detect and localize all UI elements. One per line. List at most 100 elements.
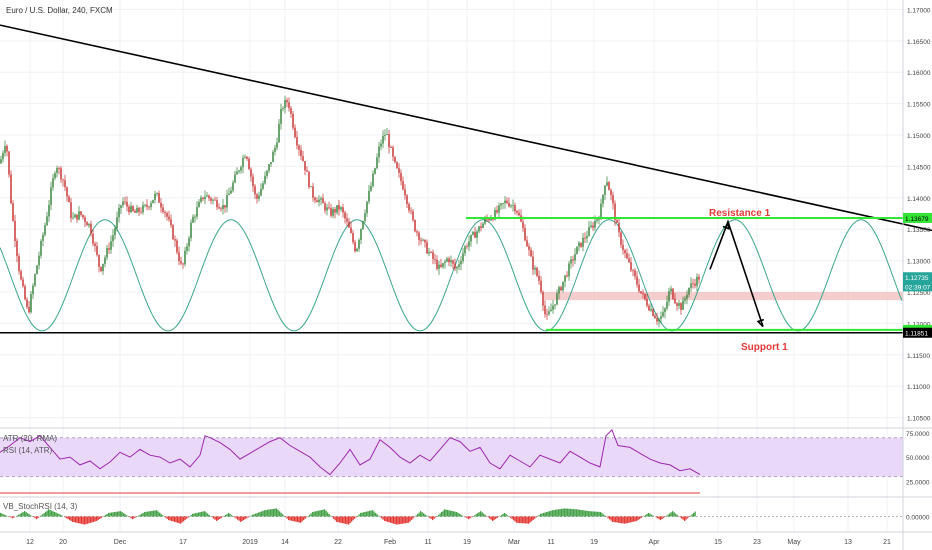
- stoch-bar: [85, 516, 87, 525]
- candle-body: [602, 194, 604, 204]
- candle-body: [430, 252, 432, 253]
- stoch-bar: [633, 516, 635, 522]
- candle-body: [532, 256, 534, 270]
- stoch-bar: [231, 515, 233, 517]
- candle-body: [500, 203, 502, 206]
- stoch-bar: [462, 515, 464, 517]
- candle-body: [210, 198, 212, 201]
- candle-body: [380, 143, 382, 147]
- candle-body: [534, 267, 536, 270]
- stoch-bar: [0, 512, 2, 517]
- candle-body: [140, 211, 142, 213]
- candle-body: [234, 174, 236, 183]
- candle-body: [466, 246, 468, 248]
- stoch-bar: [279, 511, 281, 517]
- candle-body: [146, 204, 148, 207]
- candle-body: [426, 242, 428, 254]
- candle-body: [6, 146, 8, 152]
- stoch-bar: [300, 516, 302, 523]
- stoch-bar: [10, 516, 12, 518]
- stoch-bar: [244, 516, 246, 520]
- candle-body: [368, 190, 370, 202]
- candle-body: [472, 231, 474, 235]
- candle-body: [10, 174, 12, 204]
- stoch-bar: [553, 509, 555, 517]
- stoch-bar: [402, 516, 404, 524]
- time-tick-label: 19: [463, 539, 471, 546]
- price-tick-label: 1.11000: [907, 384, 930, 391]
- stoch-bar: [139, 514, 141, 517]
- stoch-bar: [640, 516, 642, 518]
- stoch-bar: [48, 509, 50, 517]
- candle-body: [424, 239, 426, 243]
- candle-body: [298, 145, 300, 150]
- stoch-bar: [594, 511, 596, 517]
- candle-body: [328, 207, 330, 209]
- candle-body: [236, 171, 238, 175]
- stoch-bar: [675, 513, 677, 517]
- stoch-bar: [523, 516, 525, 524]
- candle-body: [280, 108, 282, 124]
- stoch-bar: [174, 516, 176, 522]
- stoch-bar: [631, 516, 633, 523]
- stoch-bar: [18, 514, 20, 517]
- candle-body: [88, 223, 90, 226]
- stoch-bar: [42, 514, 44, 517]
- stoch-bar: [388, 516, 390, 523]
- candle-body: [196, 207, 198, 217]
- stoch-bar: [310, 513, 312, 517]
- stoch-bar: [270, 509, 272, 517]
- stoch-bar: [181, 516, 183, 523]
- stoch-bar: [190, 515, 192, 517]
- candle-body: [372, 173, 374, 187]
- stoch-bar: [111, 512, 113, 517]
- stoch-bar: [619, 516, 621, 524]
- stoch-bar: [34, 516, 36, 519]
- stoch-bar: [412, 516, 414, 519]
- price-tick-label: 1.16500: [907, 39, 931, 46]
- stoch-bar: [121, 512, 123, 517]
- stoch-bar: [292, 516, 294, 522]
- candle-body: [96, 245, 98, 255]
- stoch-bar: [540, 513, 542, 517]
- osc-title-1: ATR (20, RMA): [3, 434, 57, 443]
- price-tick-label: 1.15500: [907, 102, 931, 109]
- stoch-bar: [564, 508, 566, 517]
- candle-body: [240, 167, 242, 171]
- candle-body: [530, 249, 532, 257]
- candle-body: [158, 193, 160, 203]
- stoch-bar: [445, 509, 447, 517]
- candle-body: [48, 204, 50, 217]
- stoch-bar: [484, 514, 486, 517]
- candle-body: [438, 264, 440, 269]
- candle-body: [620, 232, 622, 245]
- candle-body: [246, 156, 248, 159]
- stoch-bar: [229, 514, 231, 517]
- stoch-bar: [313, 511, 315, 517]
- stoch-bar: [168, 516, 170, 521]
- stoch-bar: [138, 515, 140, 517]
- candle-body: [182, 263, 184, 265]
- stoch-bar: [180, 516, 182, 524]
- stoch-bar: [96, 516, 98, 521]
- stoch-bar: [60, 514, 62, 517]
- stoch-bar: [340, 516, 342, 523]
- stoch-bar: [634, 516, 636, 522]
- stoch-bar: [6, 515, 8, 517]
- stoch-bar: [502, 513, 504, 517]
- candle-body: [676, 303, 678, 306]
- candle-body: [156, 193, 158, 194]
- stoch-bar: [295, 516, 297, 522]
- stoch-bar: [615, 516, 617, 523]
- candle-body: [134, 210, 136, 213]
- stoch-bar: [469, 516, 471, 519]
- candle-body: [416, 231, 418, 233]
- candle-body: [224, 205, 226, 208]
- candle-body: [80, 211, 82, 215]
- stoch-bar: [639, 516, 641, 519]
- stoch-bar: [547, 511, 549, 517]
- candle-body: [556, 293, 558, 305]
- stoch-bar: [255, 513, 257, 517]
- stoch-bar: [514, 516, 516, 522]
